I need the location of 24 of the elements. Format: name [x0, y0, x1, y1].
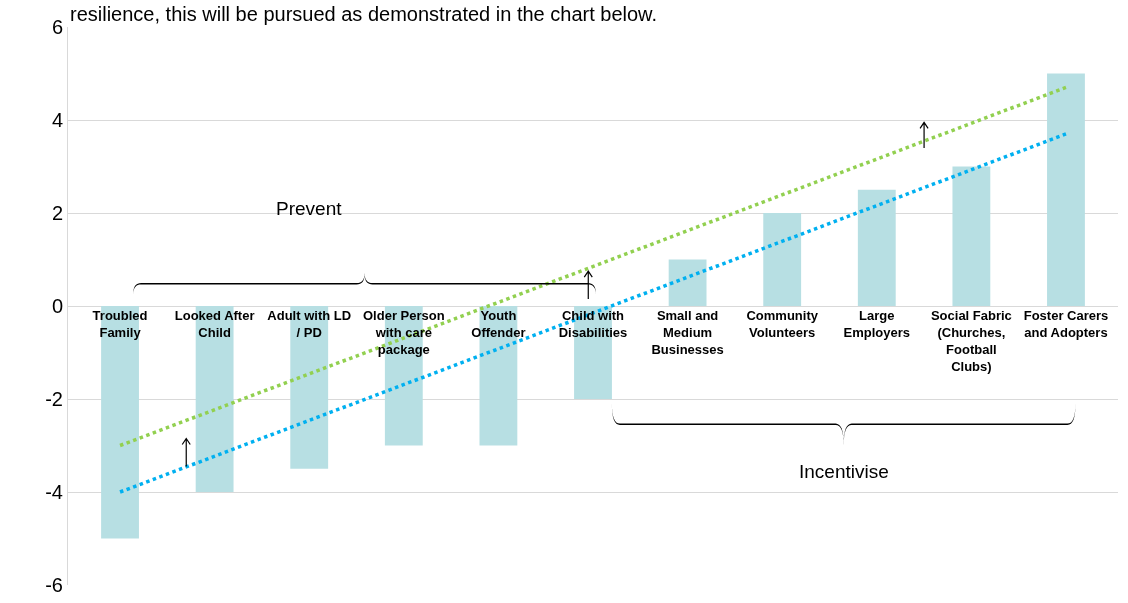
x-tick-label: Foster Carers and Adopters	[1023, 308, 1109, 340]
y-tick-label: 4	[51, 109, 63, 131]
x-tick-label: Social Fabric (Churches, Football Clubs)	[930, 308, 1012, 374]
x-tick-label: Youth Offender	[471, 308, 526, 340]
bar	[668, 259, 707, 306]
bar	[857, 189, 896, 306]
bar	[1047, 73, 1085, 306]
y-tick-label: 6	[51, 16, 63, 38]
x-tick-label: Community Volunteers	[746, 308, 819, 340]
x-tick-label: Large Employers	[843, 308, 911, 340]
x-tick-label: Small and Medium Businesses	[651, 308, 724, 357]
x-tick-label: Troubled Family	[92, 308, 148, 340]
x-tick-label: Adult with LD / PD	[267, 308, 352, 340]
y-tick-label: -4	[45, 481, 63, 503]
y-tick-label: -2	[45, 388, 63, 410]
annotation: Prevent	[276, 198, 343, 219]
y-tick-label: 0	[51, 295, 63, 317]
bar	[952, 166, 991, 306]
annotation: Incentivise	[799, 461, 889, 482]
text: resilience, this will be pursued as demonstrated in the chart below.	[70, 3, 657, 25]
x-tick-label: Looked After Child	[174, 308, 255, 340]
bar	[763, 213, 802, 306]
y-tick-label: 2	[51, 202, 63, 224]
y-tick-label: -6	[45, 574, 63, 596]
